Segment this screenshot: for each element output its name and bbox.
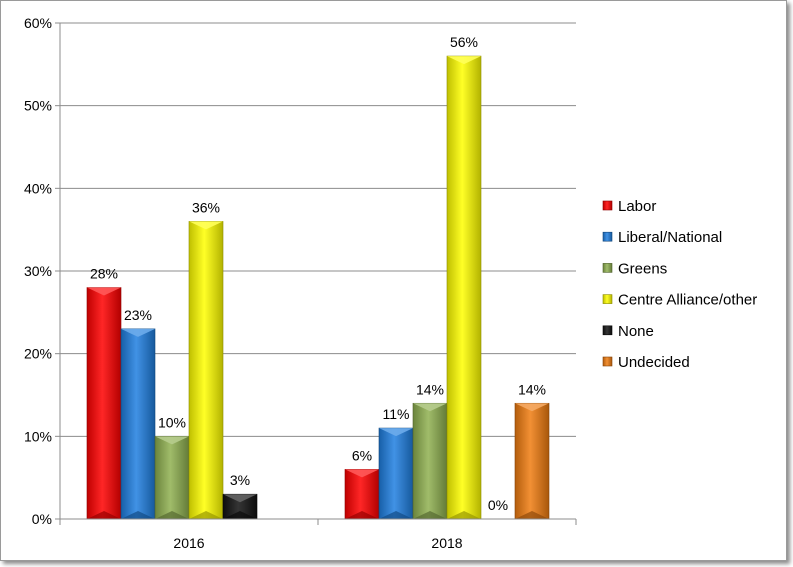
legend-item-undecided: Undecided [602,354,690,371]
data-label: 6% [352,447,372,463]
bar-bevel-bottom [189,511,223,519]
bar-bevel-bottom [345,511,379,519]
bar-none-2016 [222,493,258,520]
bar-bevel-bottom [515,511,549,519]
x-tick-label: 2016 [173,535,204,551]
bar-greens-2018 [412,402,448,520]
legend-swatch [602,231,613,242]
bar-body [446,55,482,520]
bar-bevel-top [189,221,223,230]
bar-body [378,427,414,520]
legend-item-centre-alliance-other: Centre Alliance/other [602,292,757,309]
legend-swatch [602,325,613,336]
legend-label: Greens [618,260,667,277]
bar-centre-alliance-other-2018 [446,55,482,520]
y-tick-label: 20% [24,346,52,362]
bar-centre-alliance-other-2016 [188,221,224,520]
bars: 28% 23% 10% 36% 3% 6% 11% 14% 56% 0% 14% [86,34,550,520]
bar-bevel-top [87,287,121,296]
bar-greens-2016 [154,436,190,520]
bar-bevel-top [413,403,447,412]
legend-item-liberal-national: Liberal/National [602,229,722,246]
legend-swatch [602,356,613,367]
data-label: 14% [518,381,546,397]
bar-bevel-bottom [447,511,481,519]
y-tick-label: 30% [24,263,52,279]
bar-body [154,436,190,520]
bar-bevel-top [345,469,379,478]
data-label: 10% [158,414,186,430]
bar-body [188,221,224,520]
data-label: 3% [230,472,250,488]
bar-bevel-top [223,494,257,503]
legend-swatch [602,200,613,211]
bar-bevel-top [447,56,481,65]
legend-label: Centre Alliance/other [618,292,757,309]
legend-item-labor: Labor [602,198,656,215]
data-label: 36% [192,199,220,215]
data-label: 14% [416,381,444,397]
bar-bevel-bottom [121,511,155,519]
bar-bevel-bottom [223,511,257,519]
bar-labor-2018 [344,469,380,520]
bar-labor-2016 [86,287,122,520]
legend-item-greens: Greens [602,260,667,277]
bar-bevel-bottom [87,511,121,519]
legend-label: None [618,323,654,340]
bar-body [412,402,448,520]
legend-swatch [602,294,613,304]
bar-bevel-top [155,436,189,445]
bar-body [514,402,550,520]
y-tick-label: 10% [24,428,52,444]
y-axis: 0% 10% 20% 30% 40% 50% 60% [24,15,61,527]
data-label: 0% [488,497,508,513]
bar-undecided-2018 [514,402,550,520]
bar-liberal-national-2016 [120,328,156,520]
legend-item-none: None [602,323,654,340]
bar-bevel-bottom [155,511,189,519]
data-label: 56% [450,34,478,50]
legend-swatch [602,263,613,273]
legend-label: Undecided [618,354,690,371]
legend: Labor Liberal/National Greens Centre Allian… [602,198,757,371]
x-tick-label: 2018 [431,535,462,551]
bar-liberal-national-2018 [378,427,414,520]
y-tick-label: 60% [24,15,52,31]
bar-body [86,287,122,520]
bar-body [120,328,156,520]
bar-bevel-top [515,403,549,412]
data-label: 11% [383,406,410,422]
y-tick-label: 50% [24,98,52,114]
data-label: 28% [90,266,118,282]
legend-label: Labor [618,198,656,215]
bar-bevel-bottom [379,511,413,519]
y-tick-label: 0% [32,511,52,527]
x-axis: 2016 2018 [59,518,577,551]
data-label: 23% [124,307,152,323]
bar-bevel-top [379,428,413,437]
legend-label: Liberal/National [618,229,722,246]
bar-bevel-bottom [413,511,447,519]
bar-bevel-top [121,328,155,337]
y-tick-label: 40% [24,180,52,196]
